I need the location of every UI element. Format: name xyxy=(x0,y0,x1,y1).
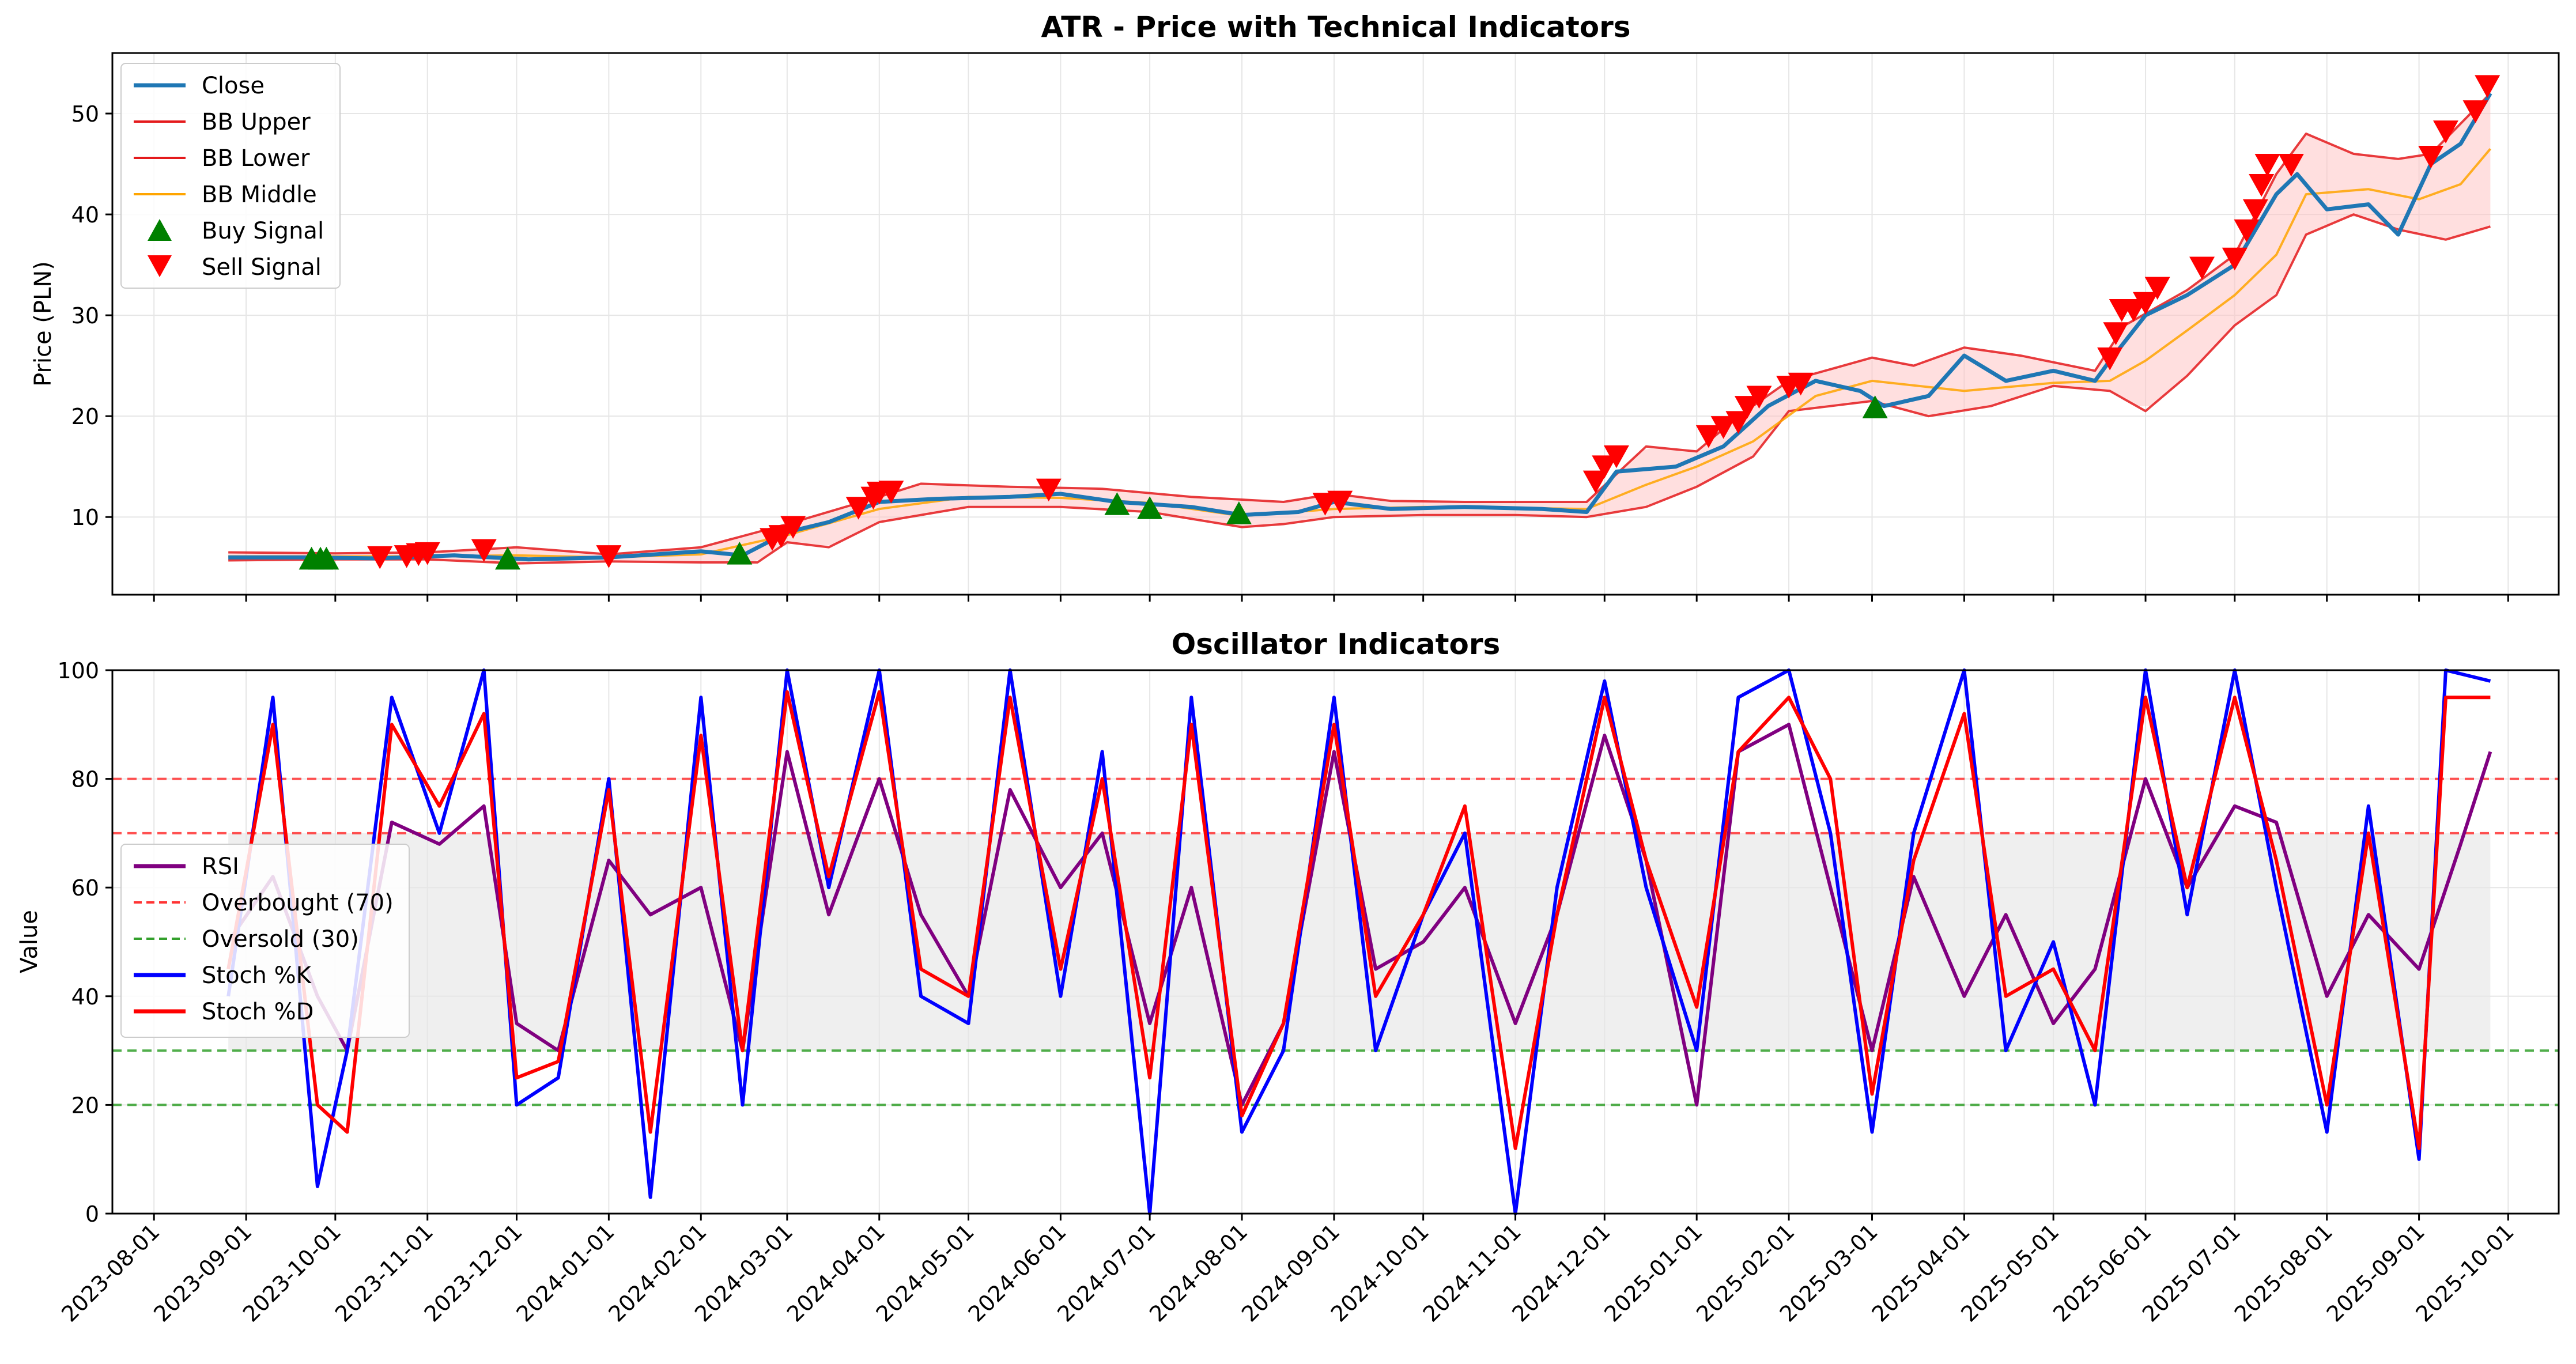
sell-signal-marker-5 xyxy=(596,545,622,568)
sell-signal-marker-26 xyxy=(2097,347,2123,371)
oscillator-y-axis-label: Value xyxy=(16,910,43,973)
oscillator-y-tick-label-2: 40 xyxy=(71,984,99,1010)
sell-signal-marker-9 xyxy=(845,497,871,520)
buy-signal-marker-2 xyxy=(313,546,339,570)
oscillator-y-tick-label-0: 0 xyxy=(85,1201,99,1227)
sell-signal-marker-36 xyxy=(2249,173,2275,197)
price-y-tick-label-0: 10 xyxy=(71,505,99,530)
sell-signal-marker-4 xyxy=(471,539,497,562)
legend-label-oversold: Oversold (30) xyxy=(202,926,359,953)
x-tick-label-17: 2025-01-01 xyxy=(1599,1219,1707,1327)
price-y-tick-label-3: 40 xyxy=(71,202,99,228)
sell-signal-marker-15 xyxy=(1327,490,1353,514)
oscillator-y-tick-label-4: 80 xyxy=(71,767,99,792)
oscillator-chart-title: Oscillator Indicators xyxy=(1172,628,1501,661)
sell-signal-marker-16 xyxy=(1582,470,1608,494)
buy-signal-marker-5 xyxy=(1104,492,1130,515)
sell-signal-marker-30 xyxy=(2133,292,2159,315)
sell-signal-marker-33 xyxy=(2222,247,2248,271)
buy-signal-marker-8 xyxy=(1862,395,1888,418)
threshold-lines xyxy=(112,777,2559,1106)
oscillator-lines xyxy=(226,668,2492,1215)
price-panel: ATR - Price with Technical Indicators 10… xyxy=(30,10,2560,602)
legend-sell-marker-icon xyxy=(148,255,172,277)
sell-signal-marker-22 xyxy=(1734,396,1760,419)
oscillator-y-tick-label-5: 100 xyxy=(57,658,99,683)
buy-signal-marker-3 xyxy=(495,546,521,570)
bb-middle-line xyxy=(228,148,2491,559)
price-y-tick-label-1: 20 xyxy=(71,404,99,429)
x-tick-label-12: 2024-08-01 xyxy=(1145,1219,1252,1327)
oscillator-legend: RSI Overbought (70) Oversold (30) Stoch … xyxy=(120,844,410,1038)
sell-signal-marker-13 xyxy=(1036,478,1062,502)
sell-signal-marker-14 xyxy=(1312,493,1338,516)
oscillator-y-tick-label-1: 20 xyxy=(71,1093,99,1118)
oscillator-panel: Oscillator Indicators 0 20 40 60 80 100 2023-… xyxy=(16,628,2560,1327)
legend-label-rsi: RSI xyxy=(202,853,239,880)
price-y-tick-label-4: 50 xyxy=(71,101,99,127)
price-y-tick-label-2: 30 xyxy=(71,303,99,328)
sell-signal-marker-20 xyxy=(1710,416,1736,439)
sell-signal-marker-38 xyxy=(2278,153,2304,177)
legend-label-bb-middle: BB Middle xyxy=(202,182,317,208)
sell-signal-marker-35 xyxy=(2242,199,2268,222)
price-legend: Close BB Upper BB Lower BB Middle Buy Si… xyxy=(120,63,341,289)
sell-signal-marker-25 xyxy=(1788,372,1814,396)
buy-signal-marker-4 xyxy=(727,541,753,565)
legend-label-stoch-k: Stoch %K xyxy=(202,962,312,989)
sell-signal-marker-42 xyxy=(2475,75,2501,99)
sell-signal-marker-27 xyxy=(2103,322,2129,345)
sell-signal-marker-3 xyxy=(414,542,440,565)
legend-label-bb-lower: BB Lower xyxy=(202,145,310,172)
price-y-axis-label: Price (PLN) xyxy=(30,261,56,387)
x-tick-label-24: 2025-08-01 xyxy=(2230,1219,2337,1327)
price-x-ticks xyxy=(153,595,2509,602)
oscillator-y-tick-label-3: 60 xyxy=(71,875,99,901)
legend-label-close: Close xyxy=(202,73,265,99)
sell-signal-marker-37 xyxy=(2254,153,2280,177)
legend-label-buy: Buy Signal xyxy=(202,218,324,244)
legend-label-sell: Sell Signal xyxy=(202,254,322,281)
sell-signal-marker-17 xyxy=(1592,455,1618,478)
legend-label-stoch-d: Stoch %D xyxy=(202,999,313,1025)
oscillator-y-ticks: 0 20 40 60 80 100 xyxy=(57,658,112,1227)
x-tick-label-0: 2023-08-01 xyxy=(56,1219,164,1327)
sell-signal-marker-41 xyxy=(2462,100,2488,123)
sell-signal-marker-21 xyxy=(1725,411,1751,434)
x-tick-label-5: 2024-01-01 xyxy=(511,1219,619,1327)
sell-signal-marker-8 xyxy=(780,516,806,539)
buy-signal-marker-7 xyxy=(1226,501,1252,524)
price-chart-title: ATR - Price with Technical Indicators xyxy=(1041,10,1630,44)
sell-signal-marker-31 xyxy=(2144,277,2170,300)
price-plot-frame xyxy=(111,52,2560,596)
buy-signal-marker-6 xyxy=(1137,496,1163,519)
sell-signal-marker-40 xyxy=(2433,120,2458,143)
bb-lower-line xyxy=(228,213,2491,565)
oscillator-x-ticks: 2023-08-012023-09-012023-10-012023-11-01… xyxy=(56,1214,2519,1327)
sell-signal-marker-12 xyxy=(878,481,904,504)
sell-signal-marker-39 xyxy=(2418,145,2444,169)
stoch-d-line xyxy=(226,690,2491,1150)
price-legend-box xyxy=(120,63,341,289)
sell-signal-marker-18 xyxy=(1603,445,1629,468)
legend-buy-marker-icon xyxy=(148,219,172,241)
sell-signal-marker-32 xyxy=(2189,256,2215,280)
legend-label-bb-upper: BB Upper xyxy=(202,109,311,135)
oscillator-legend-box xyxy=(120,844,410,1038)
price-y-ticks: 10 20 30 40 50 xyxy=(71,101,112,530)
signal-markers xyxy=(299,75,2501,570)
sell-signal-marker-7 xyxy=(768,525,794,548)
sell-signal-marker-23 xyxy=(1746,386,1772,409)
sell-signal-marker-34 xyxy=(2234,219,2260,243)
sell-signal-marker-0 xyxy=(367,546,393,569)
sell-signal-marker-19 xyxy=(1695,425,1721,448)
oscillator-plot-frame xyxy=(111,669,2560,1215)
legend-label-overbought: Overbought (70) xyxy=(202,890,394,916)
